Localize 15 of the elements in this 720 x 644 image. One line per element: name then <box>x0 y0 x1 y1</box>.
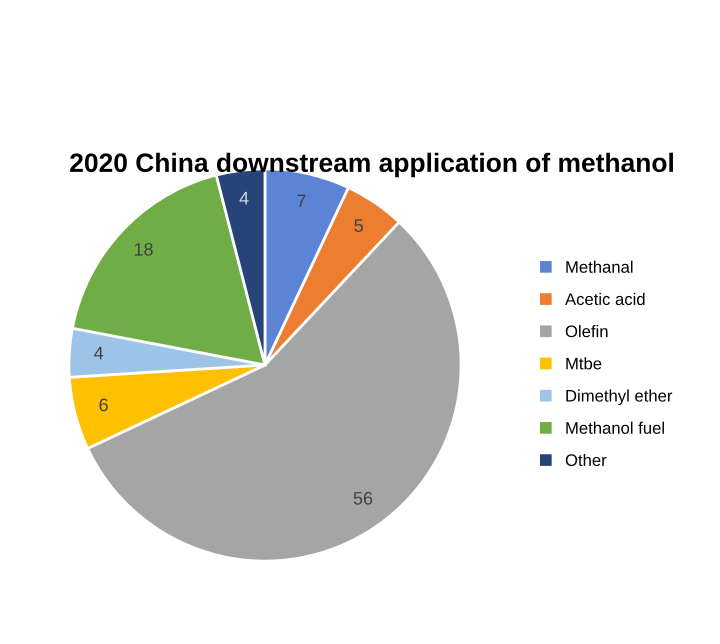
data-label: 4 <box>94 346 104 360</box>
legend-label: Methanal <box>566 260 632 273</box>
data-label: 7 <box>297 194 306 208</box>
legend-label: Mtbe <box>566 357 602 370</box>
data-label: 56 <box>354 492 372 505</box>
data-label: 18 <box>134 242 153 256</box>
legend-label: Methanol fuel <box>566 422 664 434</box>
legend-label: Acetic acid <box>565 292 645 306</box>
data-label: 6 <box>99 398 108 412</box>
data-label: 5 <box>354 219 363 232</box>
data-label: 4 <box>240 192 249 204</box>
legend-label: Other <box>566 454 606 466</box>
legend-label: Olefin <box>566 325 608 338</box>
chart-title: 2020 China downstream application of methanol <box>70 152 673 178</box>
legend-label: Dimethyl ether <box>566 389 672 405</box>
